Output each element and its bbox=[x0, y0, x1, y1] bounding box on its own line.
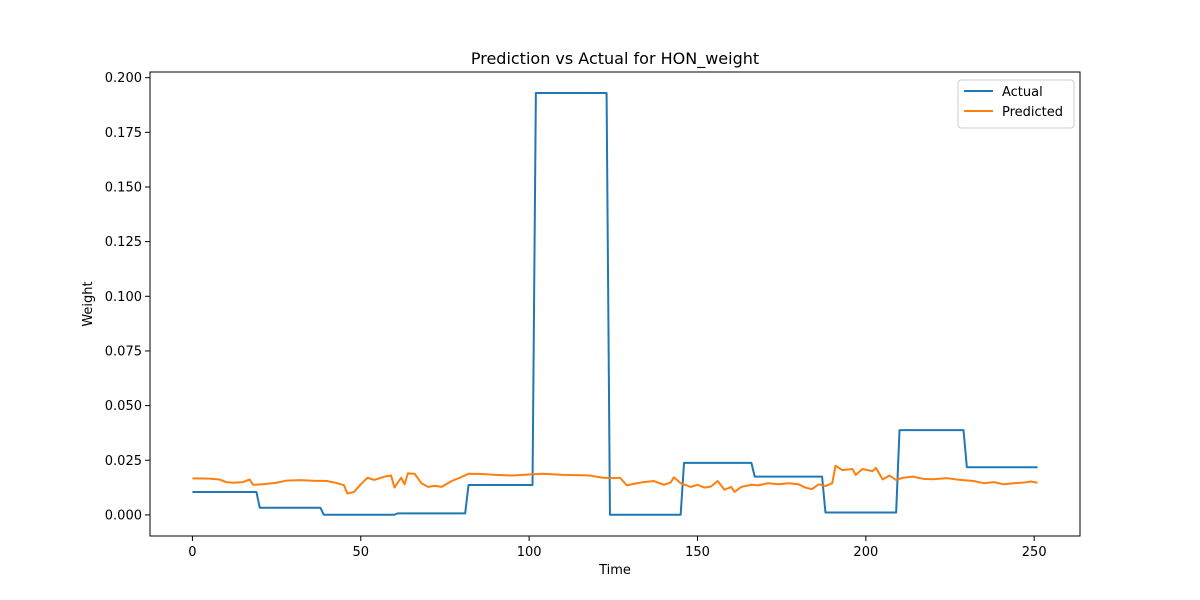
series-layer bbox=[192, 91, 1038, 516]
x-tick-label: 150 bbox=[685, 545, 710, 560]
axes-frame bbox=[149, 71, 1081, 537]
chart-title: Prediction vs Actual for HON_weight bbox=[471, 49, 759, 69]
x-axis-label: Time bbox=[598, 563, 631, 578]
y-tick-label: 0.125 bbox=[105, 235, 142, 250]
x-axis-ticks: 0 50 100 150 200 250 bbox=[188, 536, 1047, 560]
y-tick-label: 0.000 bbox=[105, 508, 142, 523]
y-tick-label: 0.050 bbox=[105, 399, 142, 414]
x-tick-label: 250 bbox=[1022, 545, 1047, 560]
y-tick-label: 0.100 bbox=[105, 290, 142, 305]
y-tick-label: 0.150 bbox=[105, 180, 142, 195]
series-line-actual bbox=[192, 91, 1038, 516]
series-line-predicted bbox=[192, 464, 1038, 495]
x-tick-label: 0 bbox=[188, 545, 196, 560]
y-tick-label: 0.175 bbox=[105, 126, 142, 141]
legend-label-predicted: Predicted bbox=[1002, 105, 1063, 120]
legend: Actual Predicted bbox=[957, 79, 1075, 129]
legend-label-actual: Actual bbox=[1002, 85, 1043, 100]
y-axis-ticks: 0.000 0.025 0.050 0.075 0.100 0.125 0.150 0.175… bbox=[105, 71, 150, 523]
y-axis-label: Weight bbox=[81, 281, 96, 326]
x-tick-label: 50 bbox=[353, 545, 370, 560]
x-tick-label: 200 bbox=[853, 545, 878, 560]
y-tick-label: 0.025 bbox=[105, 454, 142, 469]
y-tick-label: 0.200 bbox=[105, 71, 142, 86]
x-tick-label: 100 bbox=[517, 545, 542, 560]
y-tick-label: 0.075 bbox=[105, 344, 142, 359]
